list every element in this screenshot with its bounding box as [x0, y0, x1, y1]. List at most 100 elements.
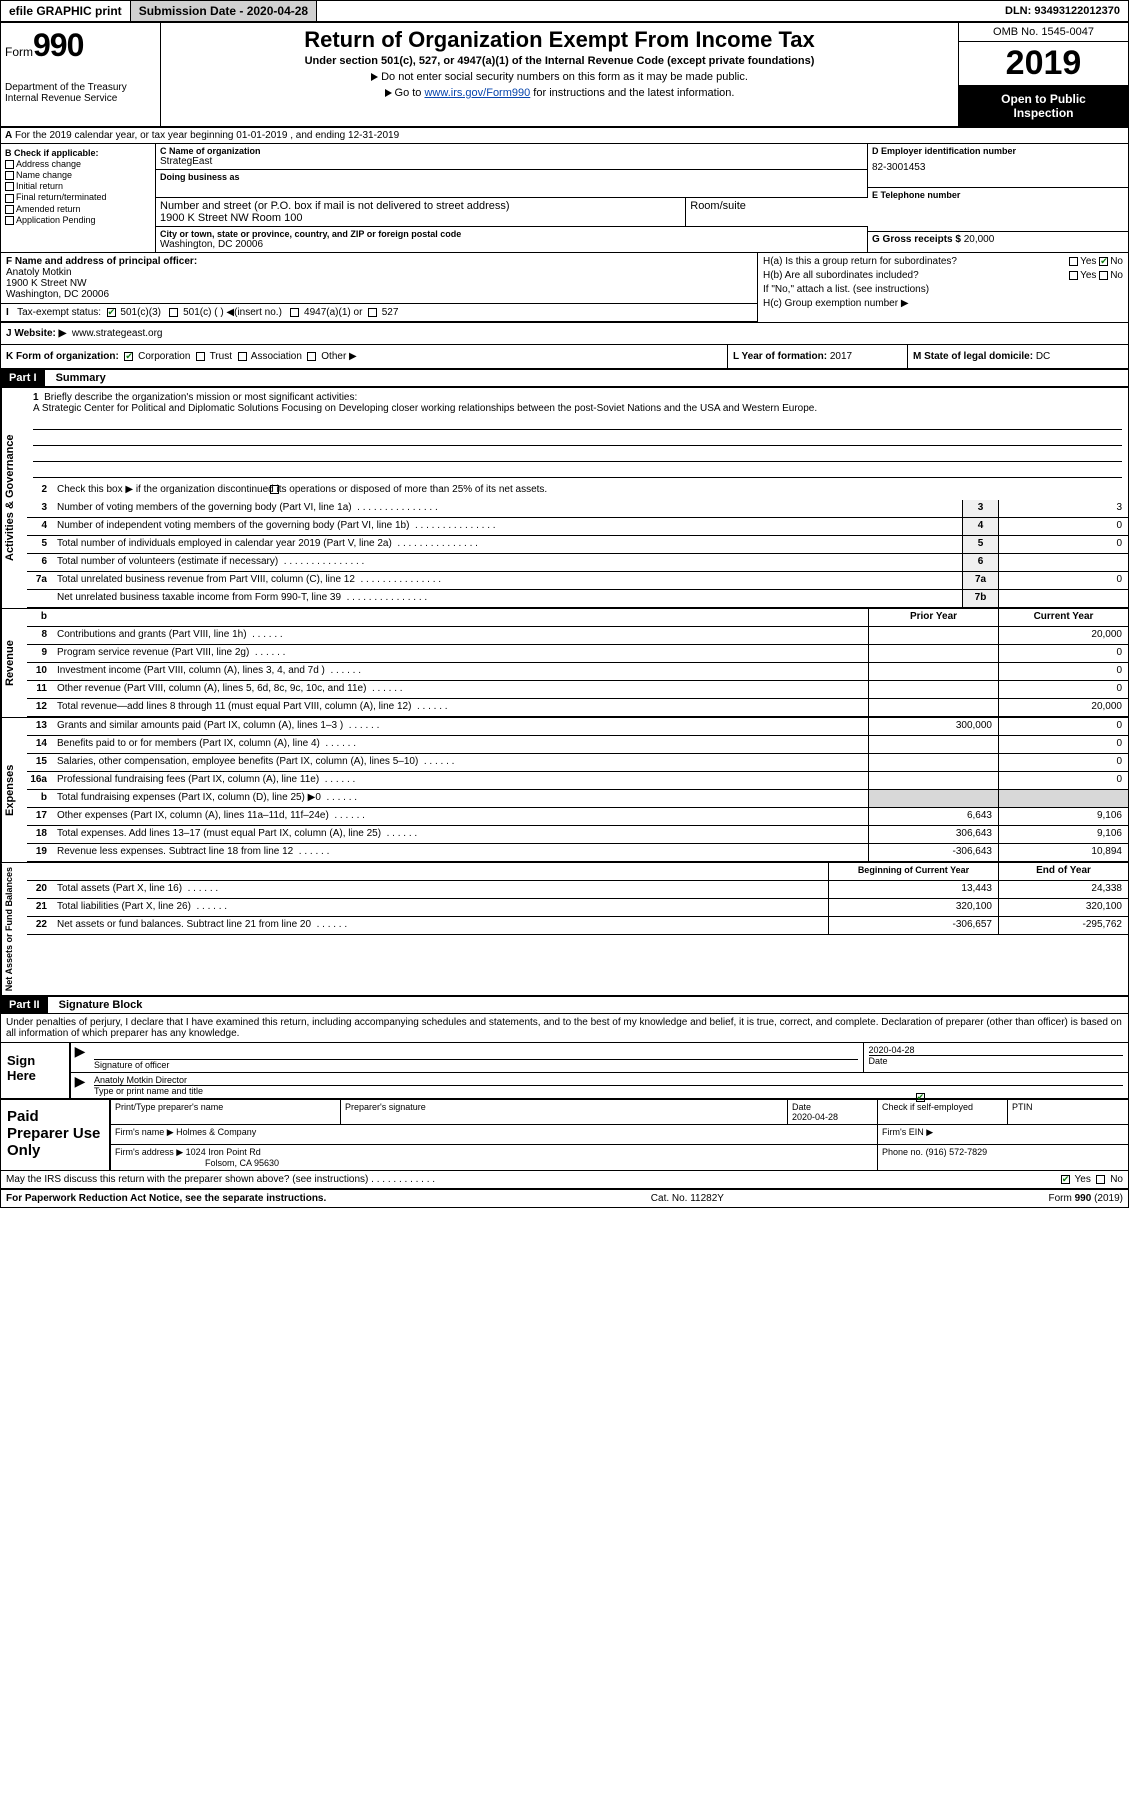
gross-receipts-value: 20,000 [964, 234, 995, 245]
chk-4947[interactable] [290, 308, 299, 317]
part2-title: Signature Block [51, 997, 151, 1013]
form-number: 990 [33, 27, 83, 64]
discuss-text: May the IRS discuss this return with the… [6, 1174, 368, 1185]
discuss-row: May the IRS discuss this return with the… [1, 1171, 1128, 1189]
firm-name: Holmes & Company [176, 1127, 256, 1137]
chk-corp[interactable] [124, 352, 133, 361]
summary-line: 18Total expenses. Add lines 13–17 (must … [27, 826, 1128, 844]
addr-label: Number and street (or P.O. box if mail i… [160, 200, 681, 212]
summary-line: 15Salaries, other compensation, employee… [27, 754, 1128, 772]
chk-address-change[interactable] [5, 160, 14, 169]
officer-addr2: Washington, DC 20006 [6, 289, 109, 300]
sign-date-label: Date [869, 1055, 1124, 1066]
firm-phone: (916) 572-7829 [926, 1147, 988, 1157]
paperwork-notice: For Paperwork Reduction Act Notice, see … [6, 1193, 326, 1204]
chk-initial-return[interactable] [5, 182, 14, 191]
net-assets-section: Net Assets or Fund Balances Beginning of… [1, 862, 1128, 997]
firm-addr-label: Firm's address ▶ [115, 1147, 183, 1157]
summary-line: 14Benefits paid to or for members (Part … [27, 736, 1128, 754]
chk-trust[interactable] [196, 352, 205, 361]
vlabel-netassets: Net Assets or Fund Balances [1, 863, 27, 995]
chk-final-return[interactable] [5, 194, 14, 203]
dept-treasury: Department of the Treasury Internal Reve… [5, 82, 156, 104]
chk-discuss-no[interactable] [1096, 1175, 1105, 1184]
org-address: 1900 K Street NW Room 100 [160, 212, 681, 224]
gross-receipts-label: G Gross receipts $ [872, 234, 961, 245]
form-990: Form 990 Department of the Treasury Inte… [0, 22, 1129, 1208]
prep-self-emp: Check if self-employed [882, 1102, 973, 1112]
firm-phone-label: Phone no. [882, 1147, 923, 1157]
col-end: End of Year [998, 863, 1128, 880]
ptin-hdr: PTIN [1008, 1100, 1128, 1124]
summary-line: 12Total revenue—add lines 8 through 11 (… [27, 699, 1128, 717]
chk-assoc[interactable] [238, 352, 247, 361]
paid-preparer-block: Paid Preparer Use Only Print/Type prepar… [1, 1098, 1128, 1171]
revenue-section: Revenue bPrior YearCurrent Year 8Contrib… [1, 608, 1128, 717]
summary-line: bTotal fundraising expenses (Part IX, co… [27, 790, 1128, 808]
submission-date: Submission Date - 2020-04-28 [131, 1, 317, 21]
chk-discuss-yes[interactable] [1061, 1175, 1070, 1184]
chk-ha-no[interactable] [1099, 257, 1108, 266]
summary-line: 8Contributions and grants (Part VIII, li… [27, 627, 1128, 645]
chk-hb-yes[interactable] [1069, 271, 1078, 280]
cat-number: Cat. No. 11282Y [326, 1193, 1048, 1204]
col-prior: Prior Year [868, 609, 998, 626]
column-b-checkboxes: B Check if applicable: Address change Na… [1, 144, 156, 252]
chk-amended[interactable] [5, 205, 14, 214]
org-city: Washington, DC 20006 [160, 239, 863, 250]
k-label: K Form of organization: [6, 351, 119, 362]
part1-tab: Part I [1, 370, 45, 386]
officer-print-name: Anatoly Motkin Director [94, 1075, 1123, 1085]
summary-line: 13Grants and similar amounts paid (Part … [27, 718, 1128, 736]
paid-preparer-label: Paid Preparer Use Only [1, 1100, 111, 1170]
open-public-1: Open to Public [1001, 92, 1086, 106]
ha-label: H(a) Is this a group return for subordin… [763, 256, 957, 267]
vlabel-expenses: Expenses [1, 718, 27, 862]
hb-label: H(b) Are all subordinates included? [763, 270, 919, 281]
irs-link[interactable]: www.irs.gov/Form990 [424, 87, 530, 99]
form-ref: Form 990 (2019) [1049, 1193, 1123, 1204]
ein-value: 82-3001453 [872, 162, 1124, 173]
ssn-warning: Do not enter social security numbers on … [381, 71, 748, 83]
mission-text: A Strategic Center for Political and Dip… [33, 403, 817, 414]
hc-label: H(c) Group exemption number ▶ [763, 298, 1123, 309]
row-a-tax-year: A For the 2019 calendar year, or tax yea… [1, 128, 1128, 144]
line2-text: Check this box ▶ if the organization dis… [57, 484, 547, 495]
sign-arrow-icon: ▶ [71, 1073, 89, 1098]
chk-hb-no[interactable] [1099, 271, 1108, 280]
expenses-section: Expenses 13Grants and similar amounts pa… [1, 717, 1128, 862]
firm-name-label: Firm's name ▶ [115, 1127, 174, 1137]
chk-other[interactable] [307, 352, 316, 361]
summary-line: 21Total liabilities (Part X, line 26) . … [27, 899, 1128, 917]
part2-tab: Part II [1, 997, 48, 1013]
summary-line: 7aTotal unrelated business revenue from … [27, 572, 1128, 590]
chk-501c3[interactable] [107, 308, 116, 317]
prep-name-hdr: Print/Type preparer's name [111, 1100, 341, 1124]
chk-ha-yes[interactable] [1069, 257, 1078, 266]
c-name-label: C Name of organization [160, 146, 863, 156]
arrow-icon [371, 73, 378, 81]
vlabel-activities: Activities & Governance [1, 388, 27, 608]
website-label: J Website: ▶ [6, 328, 66, 339]
goto-suffix: for instructions and the latest informat… [530, 87, 734, 99]
form-subtitle: Under section 501(c), 527, or 4947(a)(1)… [167, 55, 952, 67]
chk-discontinued[interactable] [270, 485, 279, 494]
sign-arrow-icon: ▶ [71, 1043, 89, 1072]
city-label: City or town, state or province, country… [160, 229, 863, 239]
efile-button[interactable]: efile GRAPHIC print [1, 1, 131, 21]
chk-527[interactable] [368, 308, 377, 317]
firm-addr2: Folsom, CA 95630 [205, 1158, 279, 1168]
col-begin: Beginning of Current Year [828, 863, 998, 880]
mission-label: Briefly describe the organization's miss… [44, 392, 357, 403]
form-title: Return of Organization Exempt From Incom… [167, 27, 952, 53]
chk-name-change[interactable] [5, 171, 14, 180]
website-value: www.strategeast.org [72, 328, 163, 339]
summary-line: 3Number of voting members of the governi… [27, 500, 1128, 518]
goto-prefix: Go to [395, 87, 425, 99]
chk-app-pending[interactable] [5, 216, 14, 225]
chk-501c[interactable] [169, 308, 178, 317]
chk-self-employed[interactable] [916, 1093, 925, 1102]
summary-line: Net unrelated business taxable income fr… [27, 590, 1128, 608]
section-f-h: F Name and address of principal officer:… [1, 253, 1128, 323]
part1-header-row: Part I Summary [1, 370, 1128, 387]
